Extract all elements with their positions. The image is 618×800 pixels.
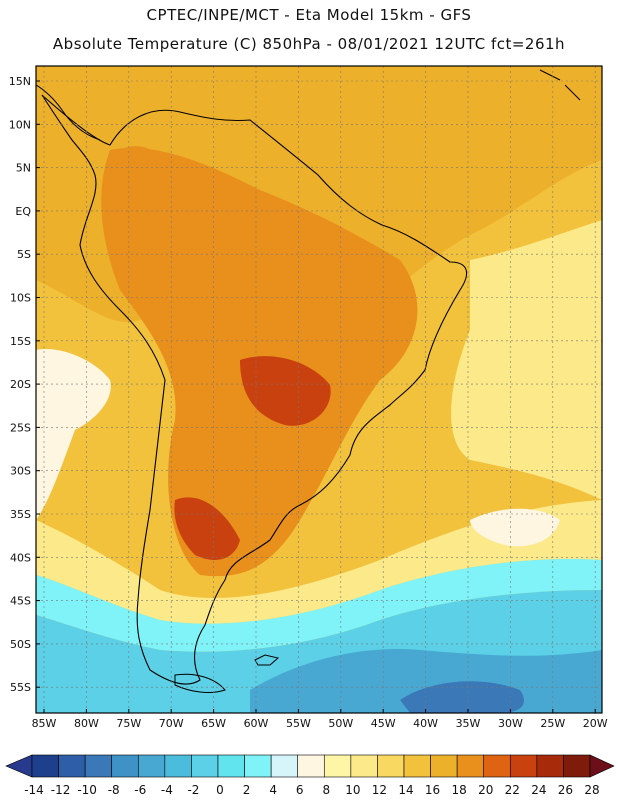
tierra-del-fuego-outline — [174, 673, 226, 693]
band-south-lightcyan — [36, 559, 602, 652]
band-andes-north-warm — [117, 146, 170, 194]
chart-subtitle: Absolute Temperature (C) 850hPa - 08/01/… — [52, 35, 566, 53]
lat-tick-label: 50S — [10, 638, 31, 651]
colorbar-label: 8 — [322, 783, 330, 797]
colorbar-label: 16 — [425, 783, 440, 797]
colorbar-swatch — [191, 754, 219, 778]
lat-tick-label: 15S — [10, 335, 31, 348]
lon-tick-label: 80W — [74, 717, 99, 730]
colorbar-swatch — [164, 754, 192, 778]
colorbar-swatch — [403, 754, 431, 778]
colorbar-swatch — [58, 754, 86, 778]
colorbar-label: 0 — [216, 783, 224, 797]
latitude-axis: 15N 10N 5N EQ 5S 10S 15S 20S 25S 30S 35S 40S 45S 50S 5… — [9, 75, 40, 694]
colorbar-label: -8 — [108, 783, 120, 797]
central-america-outline — [36, 84, 101, 141]
band-south-pale — [36, 500, 602, 624]
lon-tick-label: 30W — [498, 717, 523, 730]
band-atlantic-cream-swirl — [470, 508, 560, 547]
colorbar-label: -10 — [77, 783, 97, 797]
colorbar-under-triangle — [5, 754, 33, 778]
colorbar-swatch — [137, 754, 166, 778]
band-south-darkblue — [400, 681, 524, 713]
colorbar-label: 22 — [505, 783, 520, 797]
lat-tick-label: 35S — [10, 508, 31, 521]
lon-tick-label: 20W — [583, 717, 608, 730]
colorbar-swatch — [483, 754, 511, 778]
band-pacific-cream — [36, 349, 111, 520]
south-america-coastline — [41, 94, 468, 685]
colorbar-label: -4 — [161, 783, 173, 797]
chart-title: CPTEC/INPE/MCT - Eta Model 15km - GFS — [146, 6, 472, 24]
colorbar-swatch — [509, 754, 538, 778]
lat-tick-label: 5S — [17, 248, 31, 261]
lon-tick-label: 35W — [456, 717, 481, 730]
colorbar: -14 -12 -10 -8 -6 -4 -2 0 2 4 6 8 10 12 14 16 18 20 22 24 26… — [5, 754, 615, 797]
lat-tick-label: 30S — [10, 465, 31, 478]
colorbar-over-triangle — [589, 754, 615, 778]
colorbar-swatch — [456, 754, 485, 778]
caribbean-islands-outline — [539, 69, 581, 101]
colorbar-swatch — [350, 754, 378, 778]
colorbar-label: 24 — [531, 783, 546, 797]
colorbar-swatch — [111, 754, 139, 778]
graticule — [36, 66, 602, 713]
colorbar-label: 20 — [478, 783, 493, 797]
colorbar-label: 28 — [584, 783, 599, 797]
lon-tick-label: 65W — [201, 717, 226, 730]
colorbar-swatch — [31, 754, 59, 778]
lon-tick-label: 45W — [371, 717, 396, 730]
colorbar-swatch — [430, 754, 458, 778]
colorbar-label: 18 — [452, 783, 467, 797]
colorbar-label: 4 — [269, 783, 277, 797]
colorbar-swatch — [270, 754, 299, 778]
colorbar-swatch — [217, 754, 245, 778]
colorbar-swatch — [244, 754, 272, 778]
falklands-outline — [254, 654, 280, 666]
colorbar-swatch — [563, 754, 591, 778]
lon-tick-label: 70W — [159, 717, 184, 730]
colorbar-label: 2 — [243, 783, 251, 797]
lat-tick-label: 5N — [16, 162, 31, 175]
colorbar-swatch — [536, 754, 564, 778]
colorbar-label: -2 — [187, 783, 199, 797]
lat-tick-label: EQ — [15, 205, 31, 218]
lat-tick-label: 40S — [10, 551, 31, 564]
band-ne-atlantic-yellow — [451, 220, 602, 500]
band-hot-south — [174, 497, 240, 560]
colorbar-label: 12 — [372, 783, 387, 797]
colorbar-label: 26 — [558, 783, 573, 797]
lon-tick-label: 40W — [413, 717, 438, 730]
colorbar-swatch — [323, 754, 352, 778]
colorbar-label: 10 — [345, 783, 360, 797]
lat-tick-label: 15N — [9, 75, 31, 88]
lat-tick-label: 10N — [9, 118, 31, 131]
lon-tick-label: 75W — [116, 717, 141, 730]
colorbar-swatch — [84, 754, 113, 778]
map-frame — [35, 65, 603, 714]
lat-tick-label: 20S — [10, 378, 31, 391]
colorbar-swatch — [377, 754, 405, 778]
colorbar-label: -12 — [51, 783, 71, 797]
longitude-axis: 85W 80W 75W 70W 65W 60W 55W 50W 45W 40W 35W 30W 25W 2… — [32, 709, 608, 730]
lon-tick-label: 85W — [32, 717, 57, 730]
lat-tick-label: 10S — [10, 292, 31, 305]
lat-tick-label: 25S — [10, 421, 31, 434]
colorbar-label: -14 — [24, 783, 44, 797]
colorbar-label: 14 — [398, 783, 413, 797]
lon-tick-label: 25W — [540, 717, 565, 730]
lon-tick-label: 50W — [328, 717, 353, 730]
lon-tick-label: 55W — [286, 717, 311, 730]
colorbar-swatch — [297, 754, 325, 778]
temperature-field — [36, 66, 602, 713]
lat-tick-label: 55S — [10, 681, 31, 694]
colorbar-label: 6 — [296, 783, 304, 797]
lat-tick-label: 45S — [10, 595, 31, 608]
band-hot-core — [240, 356, 331, 426]
colorbar-label: -6 — [134, 783, 146, 797]
lon-tick-label: 60W — [244, 717, 269, 730]
